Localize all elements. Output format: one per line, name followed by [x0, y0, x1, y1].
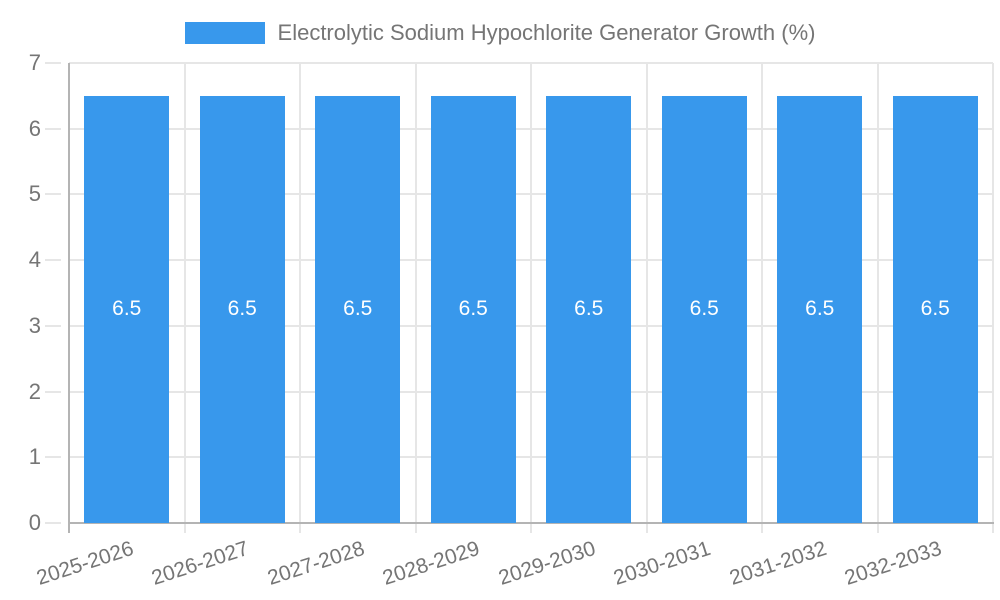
bar-value-label: 6.5 [227, 297, 257, 321]
gridline-vertical [645, 63, 648, 523]
y-tick-label: 1 [28, 444, 41, 470]
bar [892, 95, 978, 523]
gridline-vertical [876, 63, 879, 523]
legend-item[interactable]: Electrolytic Sodium Hypochlorite Generat… [0, 20, 1000, 46]
y-tick-mark [45, 324, 61, 327]
bar-value-label: 6.5 [343, 297, 373, 321]
x-tick-mark [761, 523, 763, 533]
bar-value-label: 6.5 [689, 297, 719, 321]
x-tick-mark [183, 523, 186, 533]
y-tick-label: 5 [28, 181, 41, 207]
bar-value-label: 6.5 [920, 297, 950, 321]
x-tick-mark [992, 523, 994, 533]
y-tick-mark [45, 259, 61, 262]
bar [777, 95, 863, 523]
y-tick-mark [45, 127, 61, 130]
bar [84, 95, 170, 523]
bar [661, 95, 747, 523]
gridline-vertical [414, 63, 417, 523]
x-tick-mark [414, 523, 417, 533]
bar [430, 95, 516, 523]
bar-value-label: 6.5 [574, 297, 604, 321]
gridline-vertical [183, 63, 186, 523]
y-tick-label: 2 [28, 378, 41, 404]
gridline-vertical [299, 63, 301, 523]
gridline-vertical [992, 63, 994, 523]
y-axis-line [68, 63, 70, 533]
x-tick-mark [645, 523, 648, 533]
y-tick-mark [45, 62, 61, 64]
y-tick-label: 0 [28, 510, 41, 535]
bar-value-label: 6.5 [112, 297, 142, 321]
bar-value-label: 6.5 [458, 297, 488, 321]
y-tick-label: 3 [28, 312, 41, 338]
y-tick-label: 6 [28, 115, 41, 141]
y-tick-mark [45, 193, 61, 196]
gridline-vertical [530, 63, 532, 523]
x-tick-mark [299, 523, 301, 533]
y-tick-mark [45, 456, 61, 459]
bar [315, 95, 401, 523]
x-tick-mark [876, 523, 879, 533]
y-tick-label: 4 [28, 247, 41, 273]
legend-label: Electrolytic Sodium Hypochlorite Generat… [277, 20, 816, 45]
bar [199, 95, 285, 523]
y-tick-label: 7 [28, 50, 41, 75]
legend-swatch [184, 22, 265, 44]
x-axis-line [68, 522, 994, 524]
bar-value-label: 6.5 [805, 297, 835, 321]
gridline-vertical [761, 63, 763, 523]
x-tick-mark [530, 523, 532, 533]
y-tick-mark [45, 522, 61, 524]
y-tick-mark [45, 390, 61, 393]
bar [546, 95, 632, 523]
